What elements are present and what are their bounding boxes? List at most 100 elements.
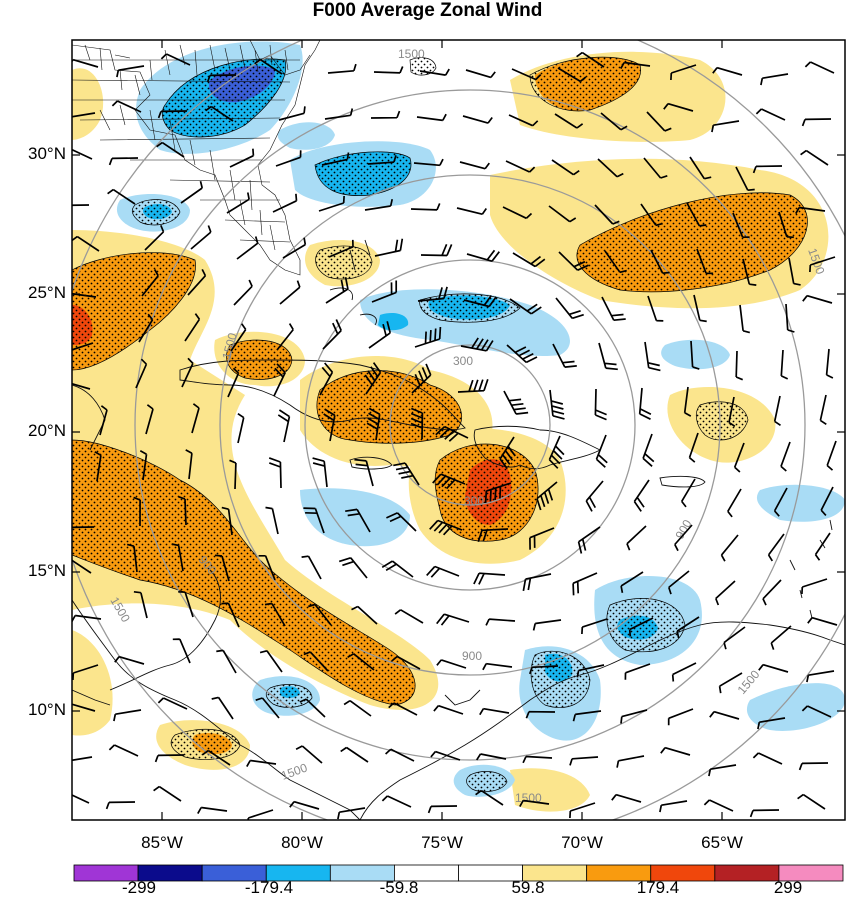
wind-barb <box>276 323 294 351</box>
colorbar-swatch <box>778 864 844 882</box>
wind-barb <box>686 202 707 227</box>
wind-barb <box>820 486 834 516</box>
wind-barb <box>508 114 539 127</box>
wind-barb <box>72 559 92 574</box>
wind-barb <box>806 670 835 683</box>
wind-barb <box>72 664 99 681</box>
wind-barb <box>366 407 381 441</box>
wind-barb <box>107 188 136 205</box>
wind-barb <box>767 533 785 562</box>
wind-barb <box>295 745 323 764</box>
lon-label: 75°W <box>421 833 463 852</box>
wind-barb <box>456 207 487 216</box>
wind-barb <box>113 709 142 722</box>
wind-barb <box>72 58 99 68</box>
wind-barb <box>522 573 552 592</box>
wind-barb <box>727 488 742 518</box>
wind-barb <box>760 73 789 86</box>
wind-barb <box>509 298 542 315</box>
strong-negative-wind-region <box>378 313 409 331</box>
wind-barb <box>735 166 755 192</box>
wind-barb <box>646 111 672 132</box>
wind-barb <box>370 110 401 119</box>
lat-label: 10°N <box>28 700 66 719</box>
map-frame <box>71 39 846 821</box>
wind-barb <box>801 578 828 595</box>
wind-barb <box>728 396 736 428</box>
wind-barb <box>670 64 697 81</box>
wind-barb <box>178 590 194 618</box>
wind-barb <box>485 618 516 626</box>
wind-barb <box>321 152 350 166</box>
positive-wind-region <box>510 768 590 812</box>
wind-barb <box>172 638 191 664</box>
wind-barb <box>477 528 509 542</box>
wind-barb <box>230 323 247 352</box>
wind-barb <box>410 203 441 211</box>
wind-barb <box>105 801 136 810</box>
wind-barb <box>660 746 691 756</box>
wind-barb <box>674 524 693 552</box>
wind-barb <box>770 625 792 650</box>
wind-barb <box>144 224 165 251</box>
wind-barb <box>184 313 201 342</box>
wind-barb <box>386 512 417 532</box>
wind-barb <box>594 388 607 421</box>
wind-barb <box>299 698 326 718</box>
wind-barb <box>709 710 740 720</box>
wind-barb <box>757 717 786 730</box>
wind-barb <box>773 395 781 427</box>
wind-barb <box>626 525 647 551</box>
wind-barb <box>237 412 245 444</box>
wind-barb <box>388 702 418 716</box>
wind-barb <box>616 755 645 768</box>
wind-barb <box>739 304 751 334</box>
wind-barb <box>429 519 463 536</box>
wind-barb <box>460 337 494 352</box>
wind-barb <box>94 451 102 482</box>
wind-barb <box>798 762 829 771</box>
wind-barb <box>319 362 334 396</box>
wind-barb <box>463 295 497 308</box>
wind-barb <box>795 206 826 215</box>
positive-wind-region <box>72 230 439 710</box>
wind-barb <box>322 319 342 350</box>
wind-barb <box>133 496 141 527</box>
positive-wind-region <box>72 68 104 140</box>
wind-barb <box>552 343 577 368</box>
wind-barb <box>703 799 734 812</box>
wind-barb <box>667 570 690 595</box>
wind-barb <box>576 51 605 68</box>
ring-label: 300 <box>453 354 473 368</box>
lon-label: 70°W <box>561 833 603 852</box>
wind-barb <box>171 543 184 572</box>
wind-barb <box>620 709 648 724</box>
wind-barb <box>191 403 200 434</box>
wind-barb <box>108 744 139 757</box>
wind-barb <box>432 473 466 490</box>
wind-barb <box>503 390 529 415</box>
wind-barb <box>529 527 555 550</box>
wind-barb <box>368 321 392 349</box>
wind-barb <box>374 238 404 257</box>
wind-barb <box>411 363 432 394</box>
wind-barb <box>111 100 142 113</box>
wind-barb <box>638 387 652 420</box>
wind-barb <box>465 69 496 79</box>
wind-barb <box>318 195 345 212</box>
wind-barb <box>255 697 280 719</box>
wind-barb <box>506 344 538 364</box>
wind-barb <box>780 441 791 472</box>
wind-barb <box>512 252 546 268</box>
wind-barb <box>473 572 506 585</box>
coastlines <box>72 239 845 820</box>
wind-barb <box>337 807 366 820</box>
wind-barb <box>367 155 397 165</box>
wind-barb <box>273 363 286 397</box>
ring-label: 1500 <box>219 331 240 361</box>
wind-barb <box>598 342 618 371</box>
wind-barb <box>663 102 694 112</box>
wind-barb <box>676 616 700 639</box>
wind-barb <box>135 358 148 389</box>
wind-barb <box>221 602 240 628</box>
